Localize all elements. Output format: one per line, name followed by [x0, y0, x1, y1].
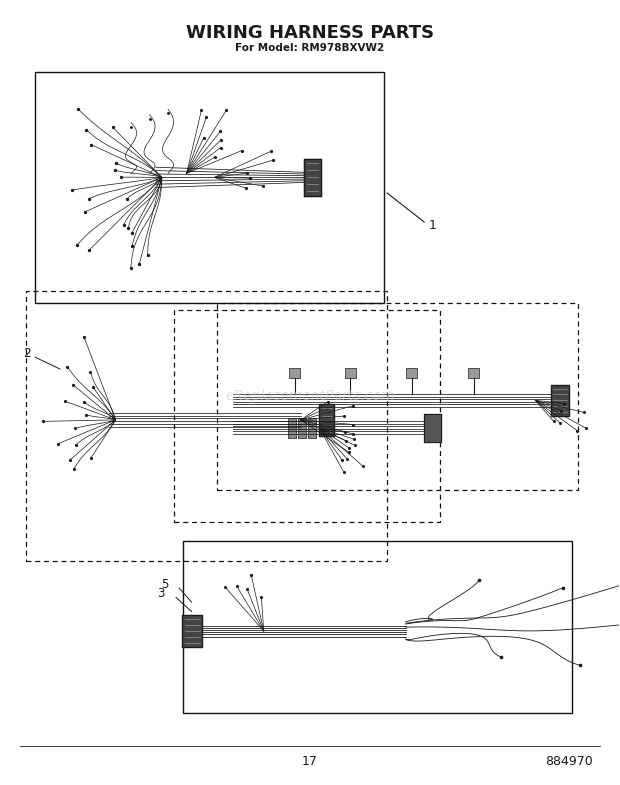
Bar — [406, 368, 417, 378]
Text: 884970: 884970 — [546, 755, 593, 769]
Text: For Model: RM978BXVW2: For Model: RM978BXVW2 — [236, 43, 384, 53]
Bar — [289, 368, 300, 378]
Text: 5: 5 — [161, 578, 168, 590]
Bar — [345, 368, 356, 378]
Text: WIRING HARNESS PARTS: WIRING HARNESS PARTS — [186, 24, 434, 42]
Text: 17: 17 — [302, 755, 318, 769]
Bar — [468, 368, 479, 378]
Bar — [288, 418, 296, 438]
Text: 3: 3 — [157, 587, 165, 600]
Text: eReplacementParts.com: eReplacementParts.com — [225, 389, 395, 403]
Text: 1: 1 — [428, 218, 436, 232]
Text: 2: 2 — [23, 347, 31, 360]
Bar — [298, 418, 306, 438]
Bar — [308, 418, 316, 438]
